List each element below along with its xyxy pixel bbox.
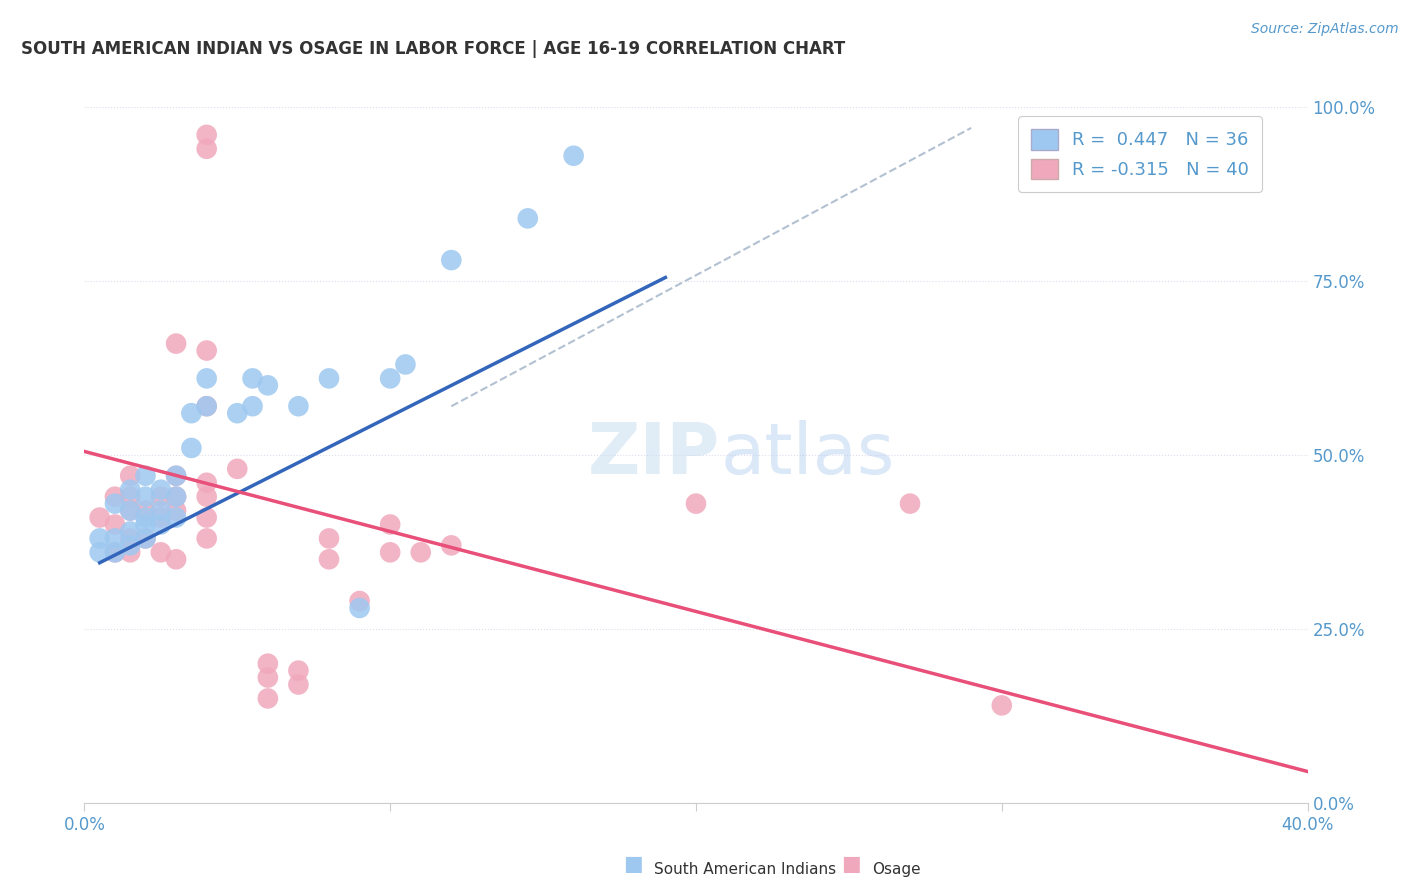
- Point: [257, 657, 280, 671]
- Point: [349, 601, 371, 615]
- Point: [180, 406, 202, 420]
- Point: [149, 483, 172, 497]
- Text: Osage: Osage: [872, 863, 921, 877]
- Point: [195, 510, 218, 524]
- Point: [349, 594, 371, 608]
- Text: Source: ZipAtlas.com: Source: ZipAtlas.com: [1251, 22, 1399, 37]
- Point: [149, 490, 172, 504]
- Point: [104, 545, 127, 559]
- Point: [135, 517, 157, 532]
- Point: [120, 545, 142, 559]
- Point: [287, 399, 309, 413]
- Text: ■: ■: [841, 854, 860, 873]
- Point: [165, 552, 187, 566]
- Point: [120, 538, 142, 552]
- Point: [380, 545, 402, 559]
- Point: [409, 545, 432, 559]
- Point: [516, 211, 538, 226]
- Text: ZIP: ZIP: [588, 420, 720, 490]
- Point: [195, 475, 218, 490]
- Point: [257, 691, 280, 706]
- Point: [257, 378, 280, 392]
- Point: [242, 371, 264, 385]
- Point: [287, 677, 309, 691]
- Point: [287, 664, 309, 678]
- Point: [242, 399, 264, 413]
- Point: [440, 538, 463, 552]
- Point: [180, 441, 202, 455]
- Point: [120, 490, 142, 504]
- Point: [440, 253, 463, 268]
- Point: [104, 545, 127, 559]
- Point: [165, 490, 187, 504]
- Text: SOUTH AMERICAN INDIAN VS OSAGE IN LABOR FORCE | AGE 16-19 CORRELATION CHART: SOUTH AMERICAN INDIAN VS OSAGE IN LABOR …: [21, 40, 845, 58]
- Point: [165, 336, 187, 351]
- Point: [104, 497, 127, 511]
- Point: [149, 517, 172, 532]
- Point: [120, 503, 142, 517]
- Text: atlas: atlas: [720, 420, 894, 490]
- Point: [195, 490, 218, 504]
- Point: [318, 532, 340, 546]
- Point: [149, 545, 172, 559]
- Point: [165, 468, 187, 483]
- Point: [135, 503, 157, 517]
- Point: [89, 545, 111, 559]
- Point: [165, 503, 187, 517]
- Point: [89, 532, 111, 546]
- Point: [104, 532, 127, 546]
- Point: [195, 532, 218, 546]
- Text: ■: ■: [623, 854, 643, 873]
- Point: [394, 358, 416, 372]
- Point: [149, 510, 172, 524]
- Point: [120, 524, 142, 539]
- Point: [104, 517, 127, 532]
- Point: [195, 399, 218, 413]
- Point: [89, 510, 111, 524]
- Point: [135, 468, 157, 483]
- Point: [226, 462, 249, 476]
- Point: [135, 532, 157, 546]
- Point: [135, 510, 157, 524]
- Point: [991, 698, 1014, 713]
- Point: [195, 399, 218, 413]
- Point: [120, 483, 142, 497]
- Point: [318, 552, 340, 566]
- Point: [380, 371, 402, 385]
- Point: [318, 371, 340, 385]
- Text: South American Indians: South American Indians: [654, 863, 837, 877]
- Point: [195, 343, 218, 358]
- Point: [104, 490, 127, 504]
- Point: [120, 468, 142, 483]
- Point: [165, 510, 187, 524]
- Point: [165, 468, 187, 483]
- Point: [226, 406, 249, 420]
- Legend: R =  0.447   N = 36, R = -0.315   N = 40: R = 0.447 N = 36, R = -0.315 N = 40: [1018, 116, 1261, 192]
- Point: [149, 503, 172, 517]
- Point: [380, 517, 402, 532]
- Point: [135, 532, 157, 546]
- Point: [685, 497, 707, 511]
- Point: [898, 497, 921, 511]
- Point: [195, 371, 218, 385]
- Point: [195, 128, 218, 142]
- Point: [120, 532, 142, 546]
- Point: [195, 142, 218, 156]
- Point: [135, 490, 157, 504]
- Point: [120, 503, 142, 517]
- Point: [257, 671, 280, 685]
- Point: [165, 490, 187, 504]
- Point: [562, 149, 585, 163]
